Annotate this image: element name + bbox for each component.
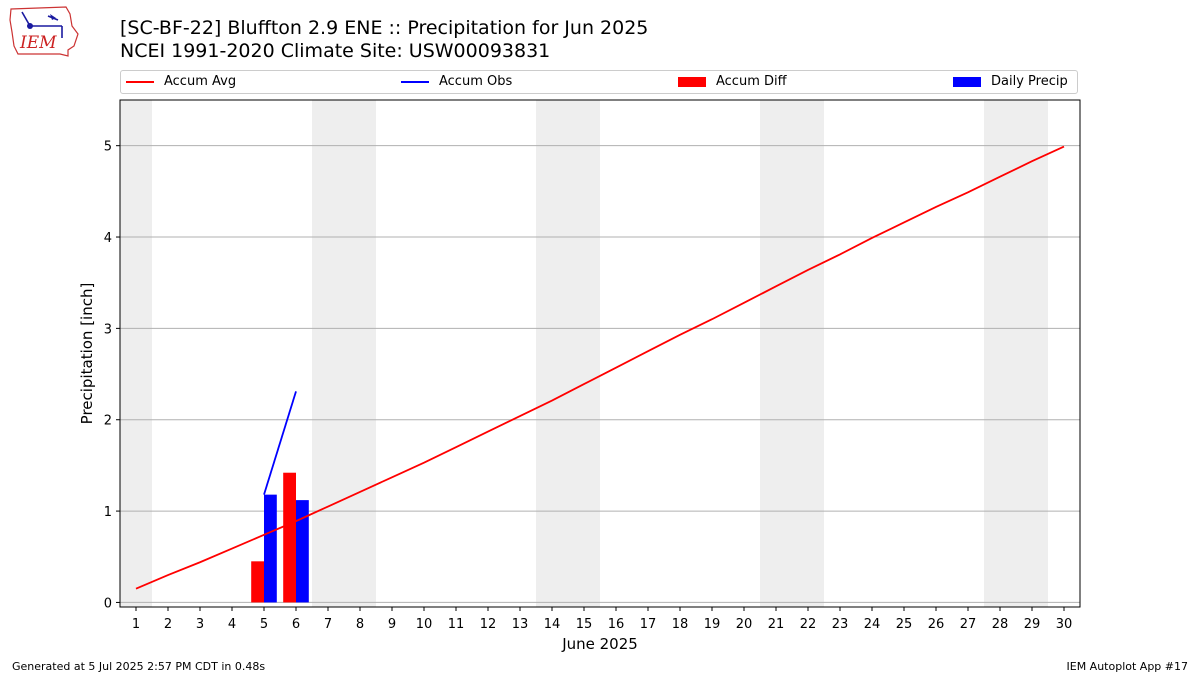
generated-timestamp: Generated at 5 Jul 2025 2:57 PM CDT in 0… (12, 660, 266, 673)
legend-label-accum-avg: Accum Avg (164, 74, 237, 89)
y-tick-label-3: 3 (104, 322, 112, 337)
plot-frame (119, 99, 1081, 608)
weekend-shade-2 (536, 100, 600, 607)
x-axis-label: June 2025 (562, 635, 638, 653)
x-tick-label-6: 6 (292, 617, 300, 632)
x-tick-label-5: 5 (260, 617, 268, 632)
x-tick-label-2: 2 (164, 617, 172, 632)
x-tick-label-18: 18 (672, 617, 689, 632)
x-tick-label-10: 10 (416, 617, 433, 632)
legend-label-accum-diff: Accum Diff (716, 74, 787, 89)
weekend-shade-0 (120, 100, 152, 607)
weekend-shade-3 (760, 100, 824, 607)
x-tick-label-8: 8 (356, 617, 364, 632)
x-tick-label-26: 26 (928, 617, 945, 632)
x-tick-label-16: 16 (608, 617, 625, 632)
chart-legend: Accum Avg Accum Obs Accum Diff Daily Pre… (120, 70, 1078, 94)
x-tick-label-1: 1 (132, 617, 140, 632)
x-tick-label-27: 27 (960, 617, 977, 632)
legend-swatch-daily-precip (953, 76, 981, 87)
x-tick-label-23: 23 (832, 617, 849, 632)
x-tick-label-24: 24 (864, 617, 881, 632)
x-tick-label-9: 9 (388, 617, 396, 632)
weekend-shade-4 (984, 100, 1048, 607)
x-tick-label-17: 17 (640, 617, 657, 632)
logo-text: IEM (19, 33, 57, 53)
y-axis-label: Precipitation [inch] (78, 283, 96, 425)
accum-avg-line (135, 145, 1065, 590)
legend-item-accum-obs: Accum Obs (401, 74, 512, 89)
x-tick-label-20: 20 (736, 617, 753, 632)
y-tick-label-5: 5 (104, 140, 112, 155)
weekend-shade-1 (312, 100, 376, 607)
iem-logo: IEM (8, 4, 80, 64)
legend-swatch-accum-avg (126, 80, 154, 83)
x-tick-label-22: 22 (800, 617, 817, 632)
y-tick-label-2: 2 (104, 414, 112, 429)
accum-obs-line (263, 391, 297, 495)
x-tick-label-21: 21 (768, 617, 785, 632)
chart-title: [SC-BF-22] Bluffton 2.9 ENE :: Precipita… (120, 17, 649, 39)
x-tick-label-14: 14 (544, 617, 561, 632)
x-tick-label-28: 28 (992, 617, 1009, 632)
x-tick-label-4: 4 (228, 617, 236, 632)
chart-subtitle: NCEI 1991-2020 Climate Site: USW00093831 (120, 40, 551, 62)
legend-item-accum-diff: Accum Diff (678, 74, 787, 89)
accum-diff-bar-6 (283, 472, 296, 603)
y-tick-label-1: 1 (104, 505, 112, 520)
y-tick-label-4: 4 (104, 231, 112, 246)
x-tick-label-25: 25 (896, 617, 913, 632)
x-tick-label-15: 15 (576, 617, 593, 632)
x-tick-label-12: 12 (480, 617, 497, 632)
daily-precip-bar-6 (296, 500, 309, 603)
legend-item-daily-precip: Daily Precip (953, 74, 1068, 89)
x-tick-label-30: 30 (1056, 617, 1073, 632)
accum-diff-bar-5 (251, 561, 264, 603)
daily-precip-bar-5 (264, 494, 277, 603)
x-tick-label-13: 13 (512, 617, 529, 632)
x-tick-label-3: 3 (196, 617, 204, 632)
legend-item-accum-avg: Accum Avg (126, 74, 236, 89)
x-tick-label-29: 29 (1024, 617, 1041, 632)
x-tick-label-7: 7 (324, 617, 332, 632)
x-tick-label-11: 11 (448, 617, 465, 632)
legend-swatch-accum-diff (678, 76, 706, 87)
legend-swatch-accum-obs (401, 80, 429, 83)
x-tick-label-19: 19 (704, 617, 721, 632)
app-credit: IEM Autoplot App #17 (1066, 660, 1189, 673)
legend-label-accum-obs: Accum Obs (439, 74, 513, 89)
legend-label-daily-precip: Daily Precip (991, 74, 1068, 89)
y-tick-label-0: 0 (104, 596, 112, 611)
